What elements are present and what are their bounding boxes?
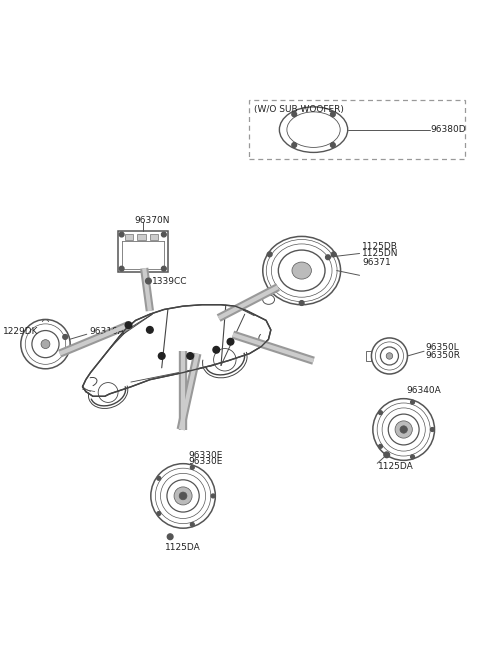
Circle shape bbox=[331, 112, 335, 117]
Text: 96330E: 96330E bbox=[188, 451, 222, 460]
Circle shape bbox=[119, 267, 124, 271]
Ellipse shape bbox=[292, 262, 312, 279]
Circle shape bbox=[379, 411, 383, 415]
Circle shape bbox=[63, 335, 68, 339]
Text: 96340A: 96340A bbox=[406, 386, 441, 394]
Circle shape bbox=[191, 466, 194, 469]
Bar bbox=[118, 231, 168, 272]
Circle shape bbox=[41, 340, 50, 348]
Circle shape bbox=[161, 232, 166, 237]
Circle shape bbox=[213, 346, 219, 353]
Circle shape bbox=[119, 232, 124, 237]
Text: 1125DB: 1125DB bbox=[362, 242, 398, 251]
Text: 1125DN: 1125DN bbox=[362, 249, 398, 258]
Circle shape bbox=[431, 428, 434, 432]
Circle shape bbox=[187, 352, 193, 360]
Text: 1125DA: 1125DA bbox=[378, 462, 414, 471]
Circle shape bbox=[386, 353, 393, 359]
Text: 96371: 96371 bbox=[362, 257, 391, 267]
Text: 96350R: 96350R bbox=[425, 350, 460, 360]
Bar bbox=[366, 350, 371, 362]
Text: 1125DA: 1125DA bbox=[165, 543, 201, 552]
Circle shape bbox=[325, 255, 330, 259]
Text: (W/O SUB WOOFER): (W/O SUB WOOFER) bbox=[254, 105, 344, 115]
Circle shape bbox=[174, 487, 192, 505]
Circle shape bbox=[411, 400, 414, 404]
Circle shape bbox=[331, 143, 335, 147]
Circle shape bbox=[379, 445, 383, 448]
Text: 96350L: 96350L bbox=[425, 343, 459, 352]
Circle shape bbox=[211, 494, 215, 498]
Text: 96330E: 96330E bbox=[188, 457, 222, 466]
Circle shape bbox=[400, 426, 408, 433]
Text: 1339CC: 1339CC bbox=[152, 276, 188, 286]
Circle shape bbox=[267, 252, 272, 257]
Circle shape bbox=[145, 278, 151, 284]
Circle shape bbox=[158, 352, 165, 360]
Circle shape bbox=[157, 476, 161, 480]
Circle shape bbox=[411, 455, 414, 458]
Text: 96380D: 96380D bbox=[431, 125, 467, 134]
Circle shape bbox=[292, 143, 297, 147]
Bar bbox=[150, 234, 158, 240]
Circle shape bbox=[395, 421, 412, 438]
Text: 96310A: 96310A bbox=[89, 328, 124, 337]
Circle shape bbox=[227, 339, 234, 345]
Circle shape bbox=[191, 523, 194, 527]
Circle shape bbox=[157, 512, 161, 515]
Bar bbox=[125, 234, 133, 240]
Circle shape bbox=[161, 267, 166, 271]
Circle shape bbox=[300, 301, 304, 305]
Circle shape bbox=[331, 252, 336, 257]
Circle shape bbox=[125, 322, 132, 328]
Circle shape bbox=[292, 112, 297, 117]
Circle shape bbox=[168, 534, 173, 540]
Circle shape bbox=[384, 452, 390, 458]
Circle shape bbox=[179, 492, 187, 500]
Bar bbox=[137, 234, 146, 240]
Circle shape bbox=[146, 327, 153, 333]
Text: 96370N: 96370N bbox=[134, 215, 170, 225]
Text: 1229DK: 1229DK bbox=[3, 328, 38, 337]
